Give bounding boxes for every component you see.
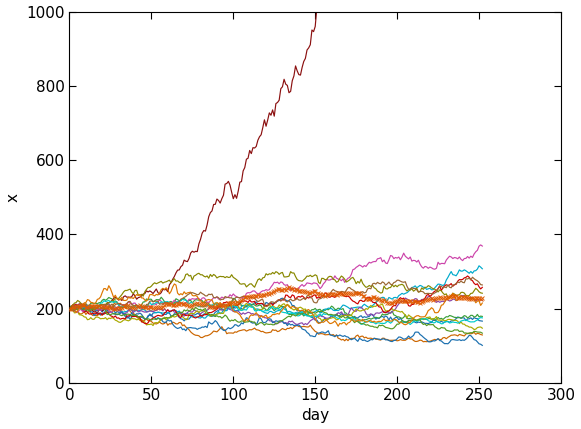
X-axis label: day: day [301, 408, 329, 423]
Y-axis label: x: x [6, 193, 20, 202]
